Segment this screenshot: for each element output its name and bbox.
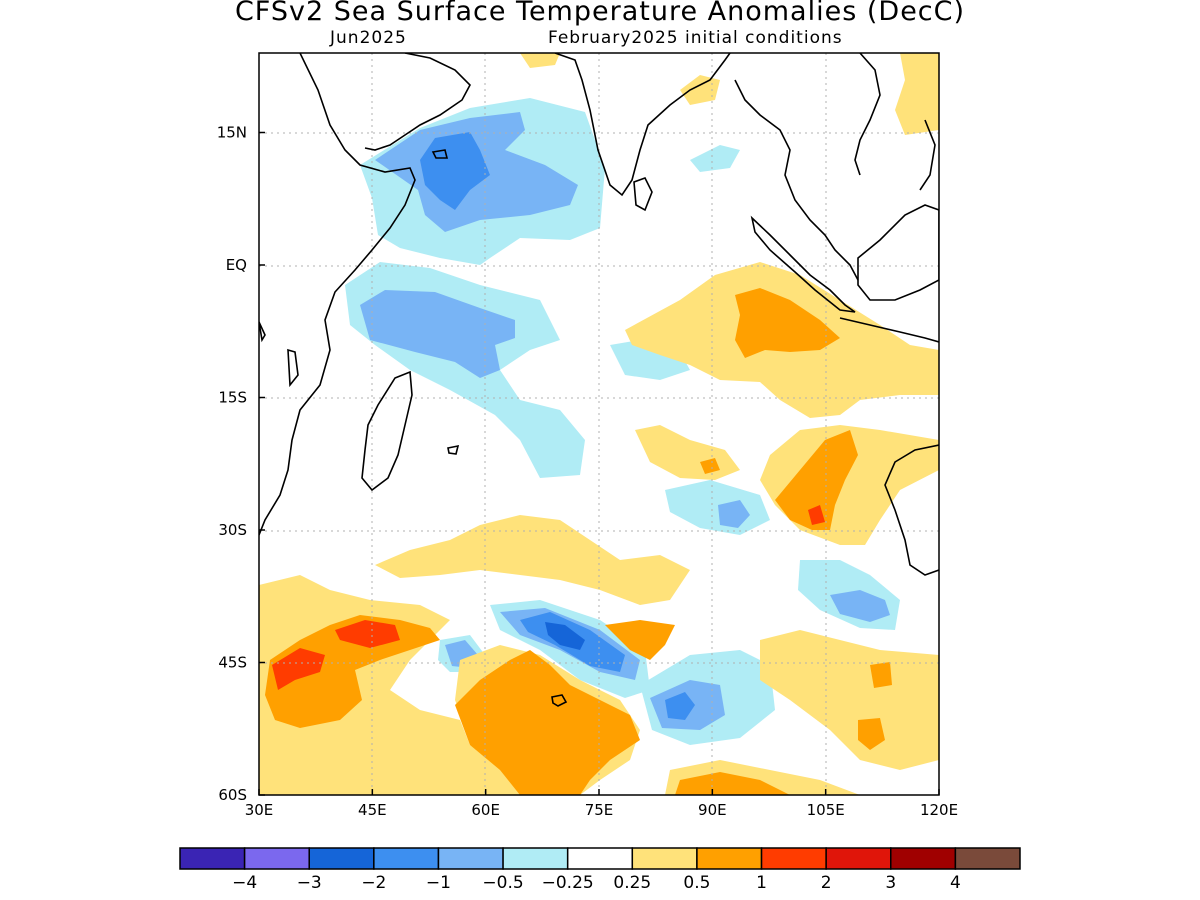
anomaly-region-east-core — [830, 590, 890, 622]
comoros-coastline — [259, 321, 266, 343]
lat-tick-label: 60S — [218, 786, 247, 804]
colorbar-label: −0.5 — [482, 873, 523, 893]
colorbar-swatch — [954, 847, 1021, 870]
anomaly-region-southwest-hot-2 — [335, 620, 400, 648]
colorbar-label: 2 — [821, 873, 832, 893]
colorbar-label: 0.25 — [613, 873, 651, 893]
anomaly-region-central-core — [360, 290, 515, 378]
anomaly-region-south-central — [665, 480, 770, 535]
anomaly-region-south-small — [718, 500, 750, 528]
colorbar-swatch — [373, 847, 440, 870]
colorbar-swatch — [566, 847, 634, 870]
anomaly-region-southeast-strong — [665, 692, 695, 720]
anomaly-region-bottom-east-warm — [675, 772, 790, 795]
anomaly-field — [259, 53, 939, 795]
lon-tick-label: 75E — [585, 801, 614, 819]
china-coastline — [854, 53, 881, 176]
colorbar-label: 0.5 — [683, 873, 710, 893]
colorbar-label: −4 — [232, 873, 257, 893]
lat-tick-label: 15S — [218, 389, 247, 407]
lat-tick-label: 15N — [217, 124, 247, 142]
anomaly-region-south-deep — [545, 622, 585, 650]
map-grid — [259, 53, 939, 795]
colorbar-swatch — [696, 847, 763, 870]
colorbar-label: 4 — [950, 873, 961, 893]
coastlines — [259, 53, 939, 707]
colorbar-label: 3 — [885, 873, 896, 893]
borneo-coastline — [857, 204, 939, 301]
anomaly-region-east-blob — [858, 718, 885, 750]
anomaly-region-south-strong-warm — [455, 650, 640, 795]
colorbar-swatch — [502, 847, 569, 870]
colorbar-swatch — [760, 847, 827, 870]
lat-tick-label: 45S — [218, 654, 247, 672]
anomaly-region-central-south-warm — [605, 620, 675, 660]
madagascar-coastline — [361, 370, 413, 492]
africa-lake-coastline — [287, 348, 299, 388]
colorbar-swatch — [308, 847, 375, 870]
anomaly-region-southwest-hot — [272, 648, 325, 690]
colorbar-swatch — [437, 847, 504, 870]
anomaly-region-southeast-wide — [760, 630, 939, 770]
socotra-coastline — [431, 149, 449, 159]
africa-coastline — [259, 53, 416, 536]
colorbar-label: −1 — [426, 873, 451, 893]
anomaly-region-north-top — [520, 53, 560, 68]
anomaly-region-central-south — [635, 425, 740, 480]
anomaly-region-northeast-corner — [895, 53, 939, 135]
latitude-axis: 15N EQ 15S 30S 45S 60S — [217, 124, 265, 804]
colorbar-label: 1 — [756, 873, 767, 893]
colorbar-swatch — [631, 847, 698, 870]
lon-tick-label: 60E — [471, 801, 500, 819]
colorbar: −4 −3 −2 −1 −0.5 −0.25 0.25 0.5 1 2 3 4 — [179, 847, 1021, 893]
colorbar-swatch — [179, 847, 246, 870]
arabia-coastline — [364, 53, 471, 151]
kerguelen-coastline — [551, 694, 568, 707]
lat-tick-label: 30S — [218, 521, 247, 539]
anomaly-region-midlat-band — [375, 515, 690, 605]
lon-tick-label: 120E — [920, 801, 958, 819]
anomaly-region-east-south-strong — [775, 430, 858, 530]
lon-tick-label: 105E — [807, 801, 845, 819]
lat-tick-label: EQ — [226, 256, 247, 274]
lon-tick-label: 90E — [698, 801, 727, 819]
anomaly-region-bay — [690, 145, 740, 172]
lon-tick-label: 30E — [245, 801, 274, 819]
colorbar-label: −3 — [297, 873, 322, 893]
mauritius-coastline — [447, 444, 460, 455]
anomaly-region-eastern-io-strong — [735, 288, 840, 358]
anomaly-region-northeast — [680, 75, 720, 105]
initial-conditions: February2025 initial conditions — [548, 28, 843, 48]
anomaly-region-southwest-strong-warm — [265, 615, 440, 728]
anomaly-region-east-blob-2 — [870, 662, 892, 688]
colorbar-label: −2 — [361, 873, 386, 893]
colorbar-swatch — [890, 847, 957, 870]
anomaly-region-small-orange — [700, 458, 720, 474]
lon-tick-label: 45E — [358, 801, 387, 819]
sumatra-coastline — [750, 215, 856, 313]
forecast-month: Jun2025 — [330, 28, 407, 48]
longitude-axis: 30E 45E 60E 75E 90E 105E 120E — [245, 789, 958, 819]
philippines-coastline — [919, 119, 936, 191]
australia-coastline — [884, 444, 939, 576]
java-coastline — [839, 317, 939, 343]
colorbar-swatch — [825, 847, 892, 870]
srilanka-coastline — [633, 177, 653, 212]
indochina-coastline — [734, 79, 859, 281]
chart-title: CFSv2 Sea Surface Temperature Anomalies … — [234, 0, 966, 27]
india-coastline — [554, 53, 731, 197]
colorbar-swatch — [243, 847, 310, 870]
anomaly-region-east-hot — [808, 505, 825, 525]
colorbar-label: −0.25 — [542, 873, 594, 893]
